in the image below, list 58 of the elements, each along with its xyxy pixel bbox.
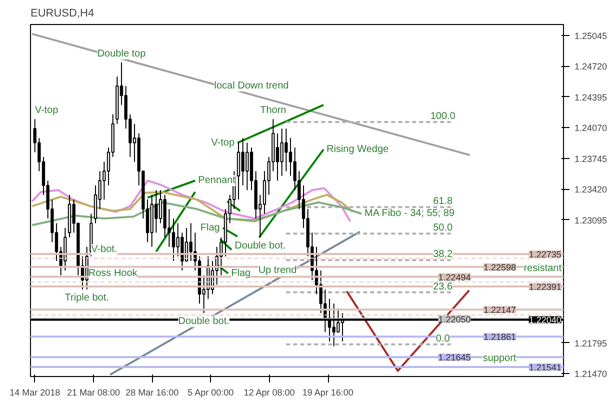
annotation: resistant: [524, 262, 562, 274]
y-tick-label: 1.21795: [574, 338, 608, 348]
ref-line-label: 1.22147: [484, 305, 516, 316]
annotation: Flag: [200, 222, 220, 234]
ref-line-label: 1.21861: [484, 332, 516, 342]
line-series: [31, 190, 354, 222]
annotation: 38.2: [433, 249, 454, 260]
annotation: 50.0: [433, 222, 454, 234]
annotation: Ross Hook: [88, 268, 138, 279]
candlestick: [64, 227, 67, 272]
candlestick: [246, 142, 249, 191]
annotation: 61.8: [433, 196, 454, 208]
ref-line-label: 1.22040: [528, 315, 562, 326]
annotation: support: [482, 352, 516, 364]
annotation: Triple bot.: [64, 292, 109, 304]
annotation: Up trend: [258, 265, 297, 276]
x-tick-label: 12 Apr 08:00: [244, 388, 295, 398]
candlestick: [180, 232, 184, 272]
ref-line-label: 1.22735: [528, 249, 562, 260]
y-tick-label: 1.24070: [574, 123, 608, 134]
x-tick-label: 28 Mar 16:00: [126, 388, 179, 398]
x-tick-label: 19 Apr 16:00: [302, 388, 354, 398]
annotation: local Down trend: [214, 80, 289, 92]
annotation: 100.0: [430, 110, 456, 122]
y-tick-label: 1.21470: [574, 369, 608, 380]
x-tick-label: 21 Mar 08:00: [66, 388, 120, 398]
y-tick-label: 1.24395: [574, 92, 608, 102]
ref-line-label: 1.22494: [438, 272, 471, 282]
chart-title: EURUSD,H4: [30, 8, 94, 20]
ref-line-label: 1.22391: [528, 282, 562, 292]
x-tick-label: 14 Mar 2018: [10, 388, 60, 398]
y-tick-label: 1.23745: [574, 154, 608, 164]
annotation: Thorn: [260, 105, 286, 116]
annotation: Double top: [97, 48, 146, 60]
candlestick: [172, 218, 176, 262]
ref-line-label: 1.22598: [484, 262, 516, 272]
annotation: V-bot.: [91, 244, 118, 256]
annotation: Double bot.: [178, 316, 230, 328]
ref-line-label: 1.21541: [528, 362, 562, 372]
annotation: V-top: [34, 105, 59, 116]
candlestick: [284, 128, 288, 172]
y-tick-label: 1.24720: [574, 62, 608, 72]
candlestick: [276, 132, 280, 182]
ref-line-label: 1.22050: [438, 314, 471, 324]
annotation: Pennant: [198, 175, 236, 186]
annotation: Flag: [231, 268, 251, 279]
annotation: 0.0: [436, 333, 450, 344]
y-tick-label: 1.23420: [574, 184, 608, 195]
y-tick-label: 1.23095: [574, 215, 608, 226]
annotation: MA Fibo - 34; 55; 89: [364, 208, 455, 220]
x-tick-label: 5 Apr 00:00: [188, 388, 234, 398]
annotation: Rising Wedge: [326, 144, 390, 155]
annotation: Double bot.: [234, 240, 286, 252]
ref-line-label: 1.21645: [438, 352, 471, 363]
y-tick-label: 1.25045: [574, 30, 608, 41]
annotation: V-top: [211, 137, 235, 148]
annotation: 23.6: [433, 281, 454, 292]
candlestick: [154, 190, 158, 234]
